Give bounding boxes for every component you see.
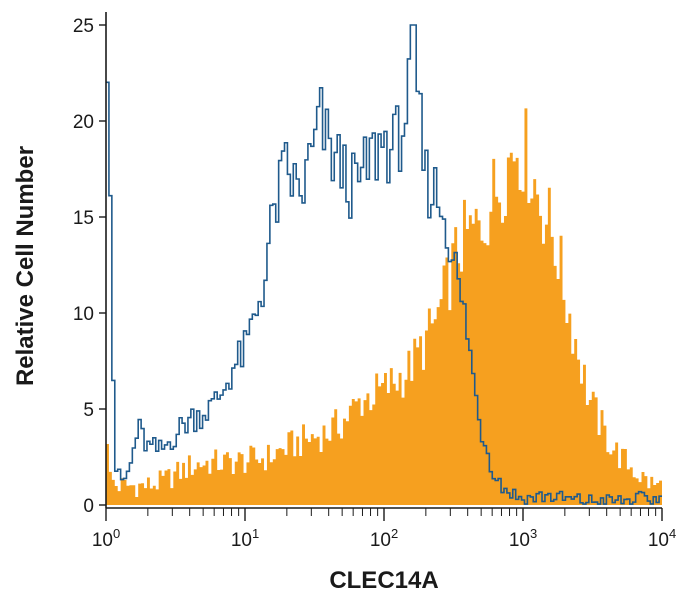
series-layer: [106, 24, 662, 505]
x-axis-title: CLEC14A: [329, 567, 438, 594]
labels-layer: 0 5 10 15 20 25 100 101 102 103 104: [73, 16, 676, 551]
x-tick-label-4: 104: [648, 526, 676, 551]
ticks-layer: [99, 24, 663, 521]
y-tick-label-0: 0: [83, 496, 94, 517]
x-tick-label-1: 101: [231, 526, 259, 551]
x-tick-label-3: 103: [509, 526, 537, 551]
y-tick-label-3: 15: [73, 208, 94, 229]
y-tick-label-5: 25: [73, 16, 94, 37]
y-tick-label-2: 10: [73, 304, 94, 325]
x-tick-label-0: 100: [92, 526, 120, 551]
y-axis-title: Relative Cell Number: [12, 146, 39, 386]
series-0-filled-histogram: [106, 108, 662, 505]
x-tick-label-2: 102: [370, 526, 398, 551]
y-tick-label-4: 20: [73, 112, 94, 133]
y-tick-label-1: 5: [83, 400, 94, 421]
series-1-outline-histogram: [106, 24, 662, 505]
